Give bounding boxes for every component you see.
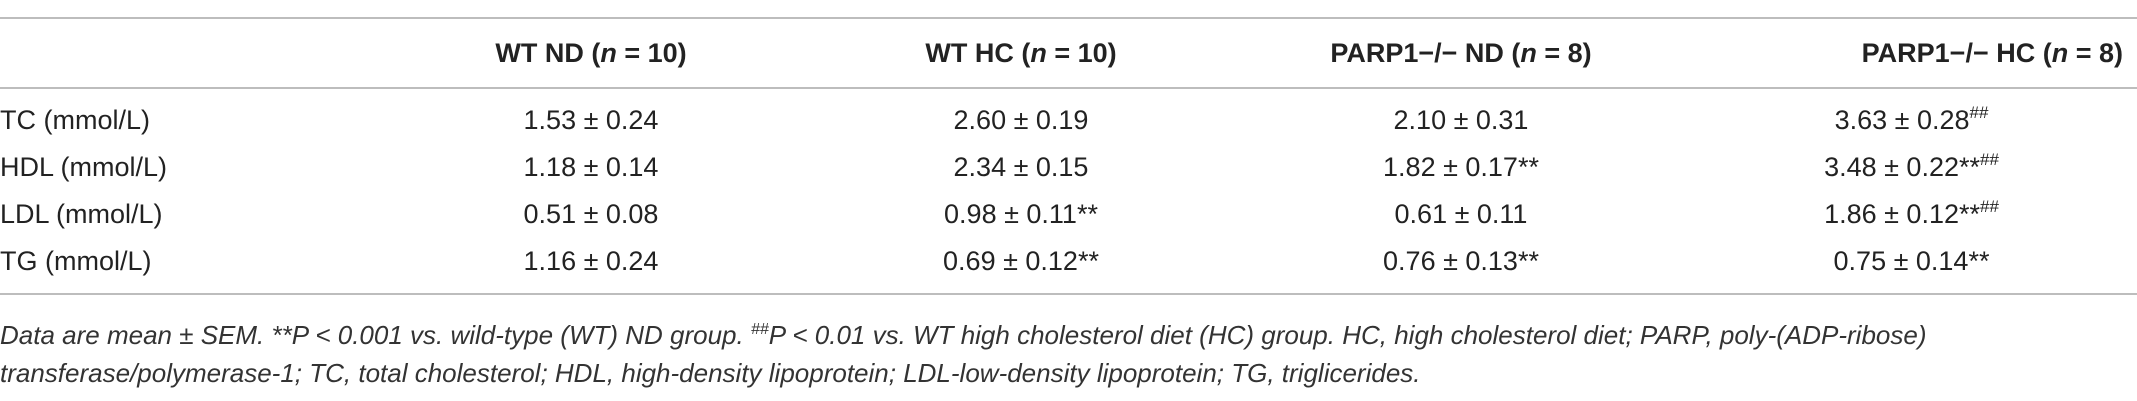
table-cell: 0.51 ± 0.08 bbox=[523, 199, 659, 229]
row-label: HDL (mmol/L) bbox=[0, 152, 168, 182]
table-row: HDL (mmol/L) 1.18 ± 0.14 2.34 ± 0.15 1.8… bbox=[0, 144, 2137, 191]
table-row: TG (mmol/L) 1.16 ± 0.24 0.69 ± 0.12** 0.… bbox=[0, 238, 2137, 294]
row-label: LDL (mmol/L) bbox=[0, 199, 163, 229]
lipid-profile-table: WT ND (n = 10) WT HC (n = 10) PARP1−/− N… bbox=[0, 17, 2137, 295]
header-empty bbox=[0, 18, 376, 88]
header-wt-hc: WT HC (n = 10) bbox=[925, 37, 1117, 68]
header-parp1-nd: PARP1−/− ND (n = 8) bbox=[1330, 37, 1592, 68]
table-cell: 1.82 ± 0.17** bbox=[1383, 152, 1539, 182]
table-cell: 0.98 ± 0.11** bbox=[944, 199, 1098, 229]
table-cell: 2.34 ± 0.15 bbox=[953, 152, 1089, 182]
data-table-container: WT ND (n = 10) WT HC (n = 10) PARP1−/− N… bbox=[0, 17, 2137, 295]
footnote-text: P < 0.01 vs. WT high cholesterol diet (H… bbox=[0, 320, 1927, 388]
table-cell: 1.16 ± 0.24 bbox=[523, 246, 659, 276]
table-cell: 0.69 ± 0.12** bbox=[943, 246, 1099, 276]
table-cell: 3.48 ± 0.22**## bbox=[1824, 150, 1999, 182]
table-cell: 1.18 ± 0.14 bbox=[523, 152, 659, 182]
footnote-mark: ## bbox=[750, 321, 769, 338]
table-cell: 0.75 ± 0.14** bbox=[1833, 246, 1990, 276]
footnote-text: Data are mean ± SEM. **P < 0.001 vs. wil… bbox=[0, 320, 751, 350]
row-label: TG (mmol/L) bbox=[0, 246, 152, 276]
table-cell: 1.86 ± 0.12**## bbox=[1824, 197, 1999, 229]
table-header-row: WT ND (n = 10) WT HC (n = 10) PARP1−/− N… bbox=[0, 18, 2137, 88]
table-cell: 2.60 ± 0.19 bbox=[953, 105, 1089, 135]
table-footnote: Data are mean ± SEM. **P < 0.001 vs. wil… bbox=[0, 316, 2130, 392]
table-cell: 3.63 ± 0.28## bbox=[1834, 103, 1989, 135]
table-row: LDL (mmol/L) 0.51 ± 0.08 0.98 ± 0.11** 0… bbox=[0, 191, 2137, 238]
header-wt-nd: WT ND (n = 10) bbox=[495, 37, 687, 68]
table-cell: 1.53 ± 0.24 bbox=[523, 105, 659, 135]
table-row: TC (mmol/L) 1.53 ± 0.24 2.60 ± 0.19 2.10… bbox=[0, 88, 2137, 144]
table-cell: 0.61 ± 0.11 bbox=[1394, 199, 1528, 229]
header-parp1-hc: PARP1−/− HC (n = 8) bbox=[1861, 37, 2123, 68]
table-cell: 2.10 ± 0.31 bbox=[1393, 105, 1529, 135]
row-label: TC (mmol/L) bbox=[0, 105, 150, 135]
table-cell: 0.76 ± 0.13** bbox=[1383, 246, 1539, 276]
